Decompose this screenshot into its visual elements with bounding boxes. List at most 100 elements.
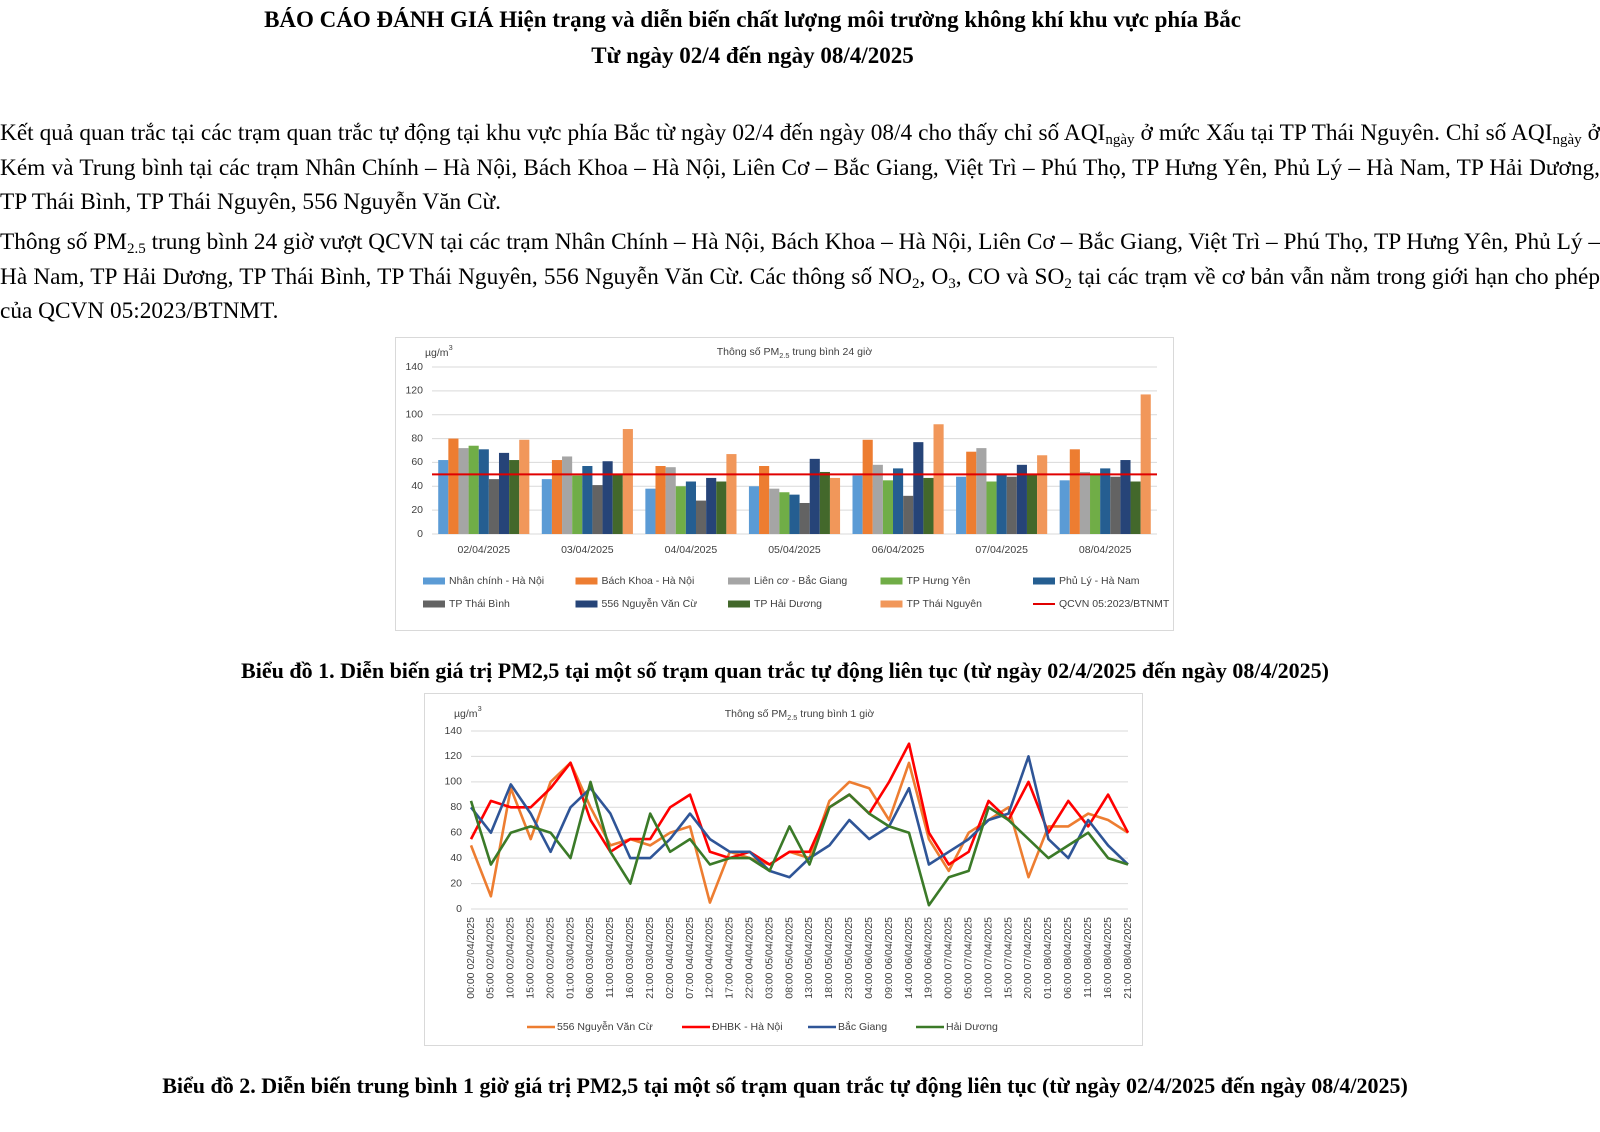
chart-caption: Biểu đồ 1. Diễn biến giá trị PM2,5 tại m… <box>241 658 1329 683</box>
x-tick-label: 12:00 04/04/2025 <box>704 917 716 999</box>
subscript: 2.5 <box>779 351 789 360</box>
bar <box>1026 474 1038 534</box>
y-tick-label: 60 <box>450 826 462 838</box>
x-tick-label: 06/04/2025 <box>872 544 925 556</box>
text-run: , O <box>919 263 949 290</box>
x-tick-label: 07:00 04/04/2025 <box>684 917 696 999</box>
x-tick-label: 08/04/2025 <box>1079 544 1132 556</box>
legend-swatch <box>880 577 903 585</box>
legend-label: Liên cơ - Bắc Giang <box>754 574 847 587</box>
x-tick-label: 03/04/2025 <box>561 544 614 556</box>
legend-label: TP Thái Nguyên <box>907 598 983 610</box>
bar <box>438 460 449 534</box>
bar <box>1059 480 1070 534</box>
text-run: trung bình 1 giờ <box>797 708 874 720</box>
y-tick-label: 0 <box>456 903 462 915</box>
subscript: 2 <box>911 275 920 292</box>
paragraph: Thông số PM2.5 trung bình 24 giờ vượt QC… <box>0 225 1600 329</box>
series-line <box>469 742 1130 866</box>
bar <box>913 442 924 534</box>
series-line <box>469 761 1129 904</box>
y-tick-label: 20 <box>450 877 462 889</box>
bar <box>1016 464 1027 534</box>
y-tick-label: 80 <box>411 432 423 444</box>
x-tick-label: 06:00 03/04/2025 <box>584 917 596 999</box>
bar <box>551 460 563 534</box>
report-title: BÁO CÁO ĐÁNH GIÁ Hiện trạng và diễn biến… <box>264 7 1241 32</box>
bar <box>1100 468 1111 534</box>
bar <box>748 486 760 534</box>
bar <box>819 471 830 534</box>
superscript: 3 <box>478 704 482 713</box>
bar <box>789 494 800 534</box>
superscript: 3 <box>449 343 453 352</box>
report-subtitle: Từ ngày 02/4 đến ngày 08/4/2025 <box>591 43 914 68</box>
text-run: ở mức Xấu tại TP Thái Nguyên. Chỉ số AQI <box>1134 120 1553 146</box>
legend-label: QCVN 05:2023/BTNMT <box>1059 598 1170 610</box>
subscript: 2.5 <box>787 713 797 722</box>
y-tick-label: 100 <box>444 776 462 788</box>
subscript: ngày <box>1105 132 1135 148</box>
text-run: Thông số PM <box>725 708 787 720</box>
bar <box>675 486 686 534</box>
x-tick-label: 15:00 02/04/2025 <box>525 917 537 999</box>
x-tick-label: 14:00 06/04/2025 <box>903 917 915 999</box>
bar <box>562 456 573 534</box>
x-tick-label: 19:00 06/04/2025 <box>923 917 935 999</box>
chart: 0 20 40 60 80 100 120 140 Thông số PM2.5 trung b… <box>395 337 1174 631</box>
text-run: Thông số PM <box>717 346 779 358</box>
bar <box>1120 460 1131 534</box>
bar <box>759 466 770 534</box>
bar <box>498 452 510 534</box>
bar <box>488 479 499 534</box>
text-run: , CO và SO <box>955 263 1065 290</box>
bar <box>829 477 841 534</box>
bar <box>986 481 997 534</box>
x-tick-label: 00:00 02/04/2025 <box>465 917 477 999</box>
bar <box>645 488 656 534</box>
legend-swatch <box>575 577 598 585</box>
x-tick-label: 04/04/2025 <box>665 544 718 556</box>
x-tick-label: 02:00 04/04/2025 <box>664 917 676 999</box>
text-run: Kết quả quan trắc tại các trạm quan trắc… <box>0 120 1106 146</box>
bar <box>1130 481 1141 534</box>
bar <box>956 476 967 534</box>
y-tick-label: 140 <box>444 725 462 737</box>
x-tick-label: 07/04/2025 <box>975 544 1028 556</box>
bar <box>655 466 666 534</box>
x-tick-label: 22:00 04/04/2025 <box>744 917 756 999</box>
bar <box>612 474 623 534</box>
bar <box>726 454 737 534</box>
subscript: ngày <box>1552 132 1582 148</box>
legend-swatch <box>728 600 750 608</box>
text-run: tại các trạm về cơ bản vẫn nằm trong giớ… <box>0 263 1600 325</box>
chart: 0 20 40 60 80 100 120 140 Thông số PM2.5 trung b… <box>424 693 1143 1046</box>
x-tick-label: 05:00 02/04/2025 <box>485 917 497 999</box>
x-tick-label: 20:00 02/04/2025 <box>544 917 556 999</box>
bar <box>541 479 552 534</box>
legend-label: Bắc Giang <box>838 1020 887 1033</box>
legend-label: ĐHBK - Hà Nội <box>712 1021 783 1033</box>
bar <box>622 429 633 534</box>
x-tick-label: 17:00 04/04/2025 <box>724 917 736 999</box>
y-axis-unit: µg/m3 <box>425 343 453 358</box>
bar <box>458 448 469 534</box>
bar <box>893 468 904 534</box>
bar <box>882 480 894 534</box>
legend-label: TP Thái Bình <box>449 598 510 610</box>
x-tick-label: 02/04/2025 <box>458 544 511 556</box>
x-tick-label: 20:00 07/04/2025 <box>1022 917 1034 999</box>
text-run: Thông số PM <box>0 229 127 255</box>
legend-swatch <box>880 600 903 608</box>
legend-label: Nhân chính - Hà Nội <box>449 575 544 587</box>
bar <box>769 488 780 534</box>
y-axis-unit: µg/m3 <box>454 704 482 719</box>
bar <box>933 424 944 534</box>
bar <box>706 477 717 534</box>
bar <box>976 448 987 534</box>
y-tick-label: 120 <box>405 385 423 397</box>
x-tick-label: 21:00 03/04/2025 <box>644 917 656 999</box>
x-tick-label: 23:00 05/04/2025 <box>843 917 855 999</box>
x-tick-label: 16:00 03/04/2025 <box>624 917 636 999</box>
bar <box>478 449 489 534</box>
